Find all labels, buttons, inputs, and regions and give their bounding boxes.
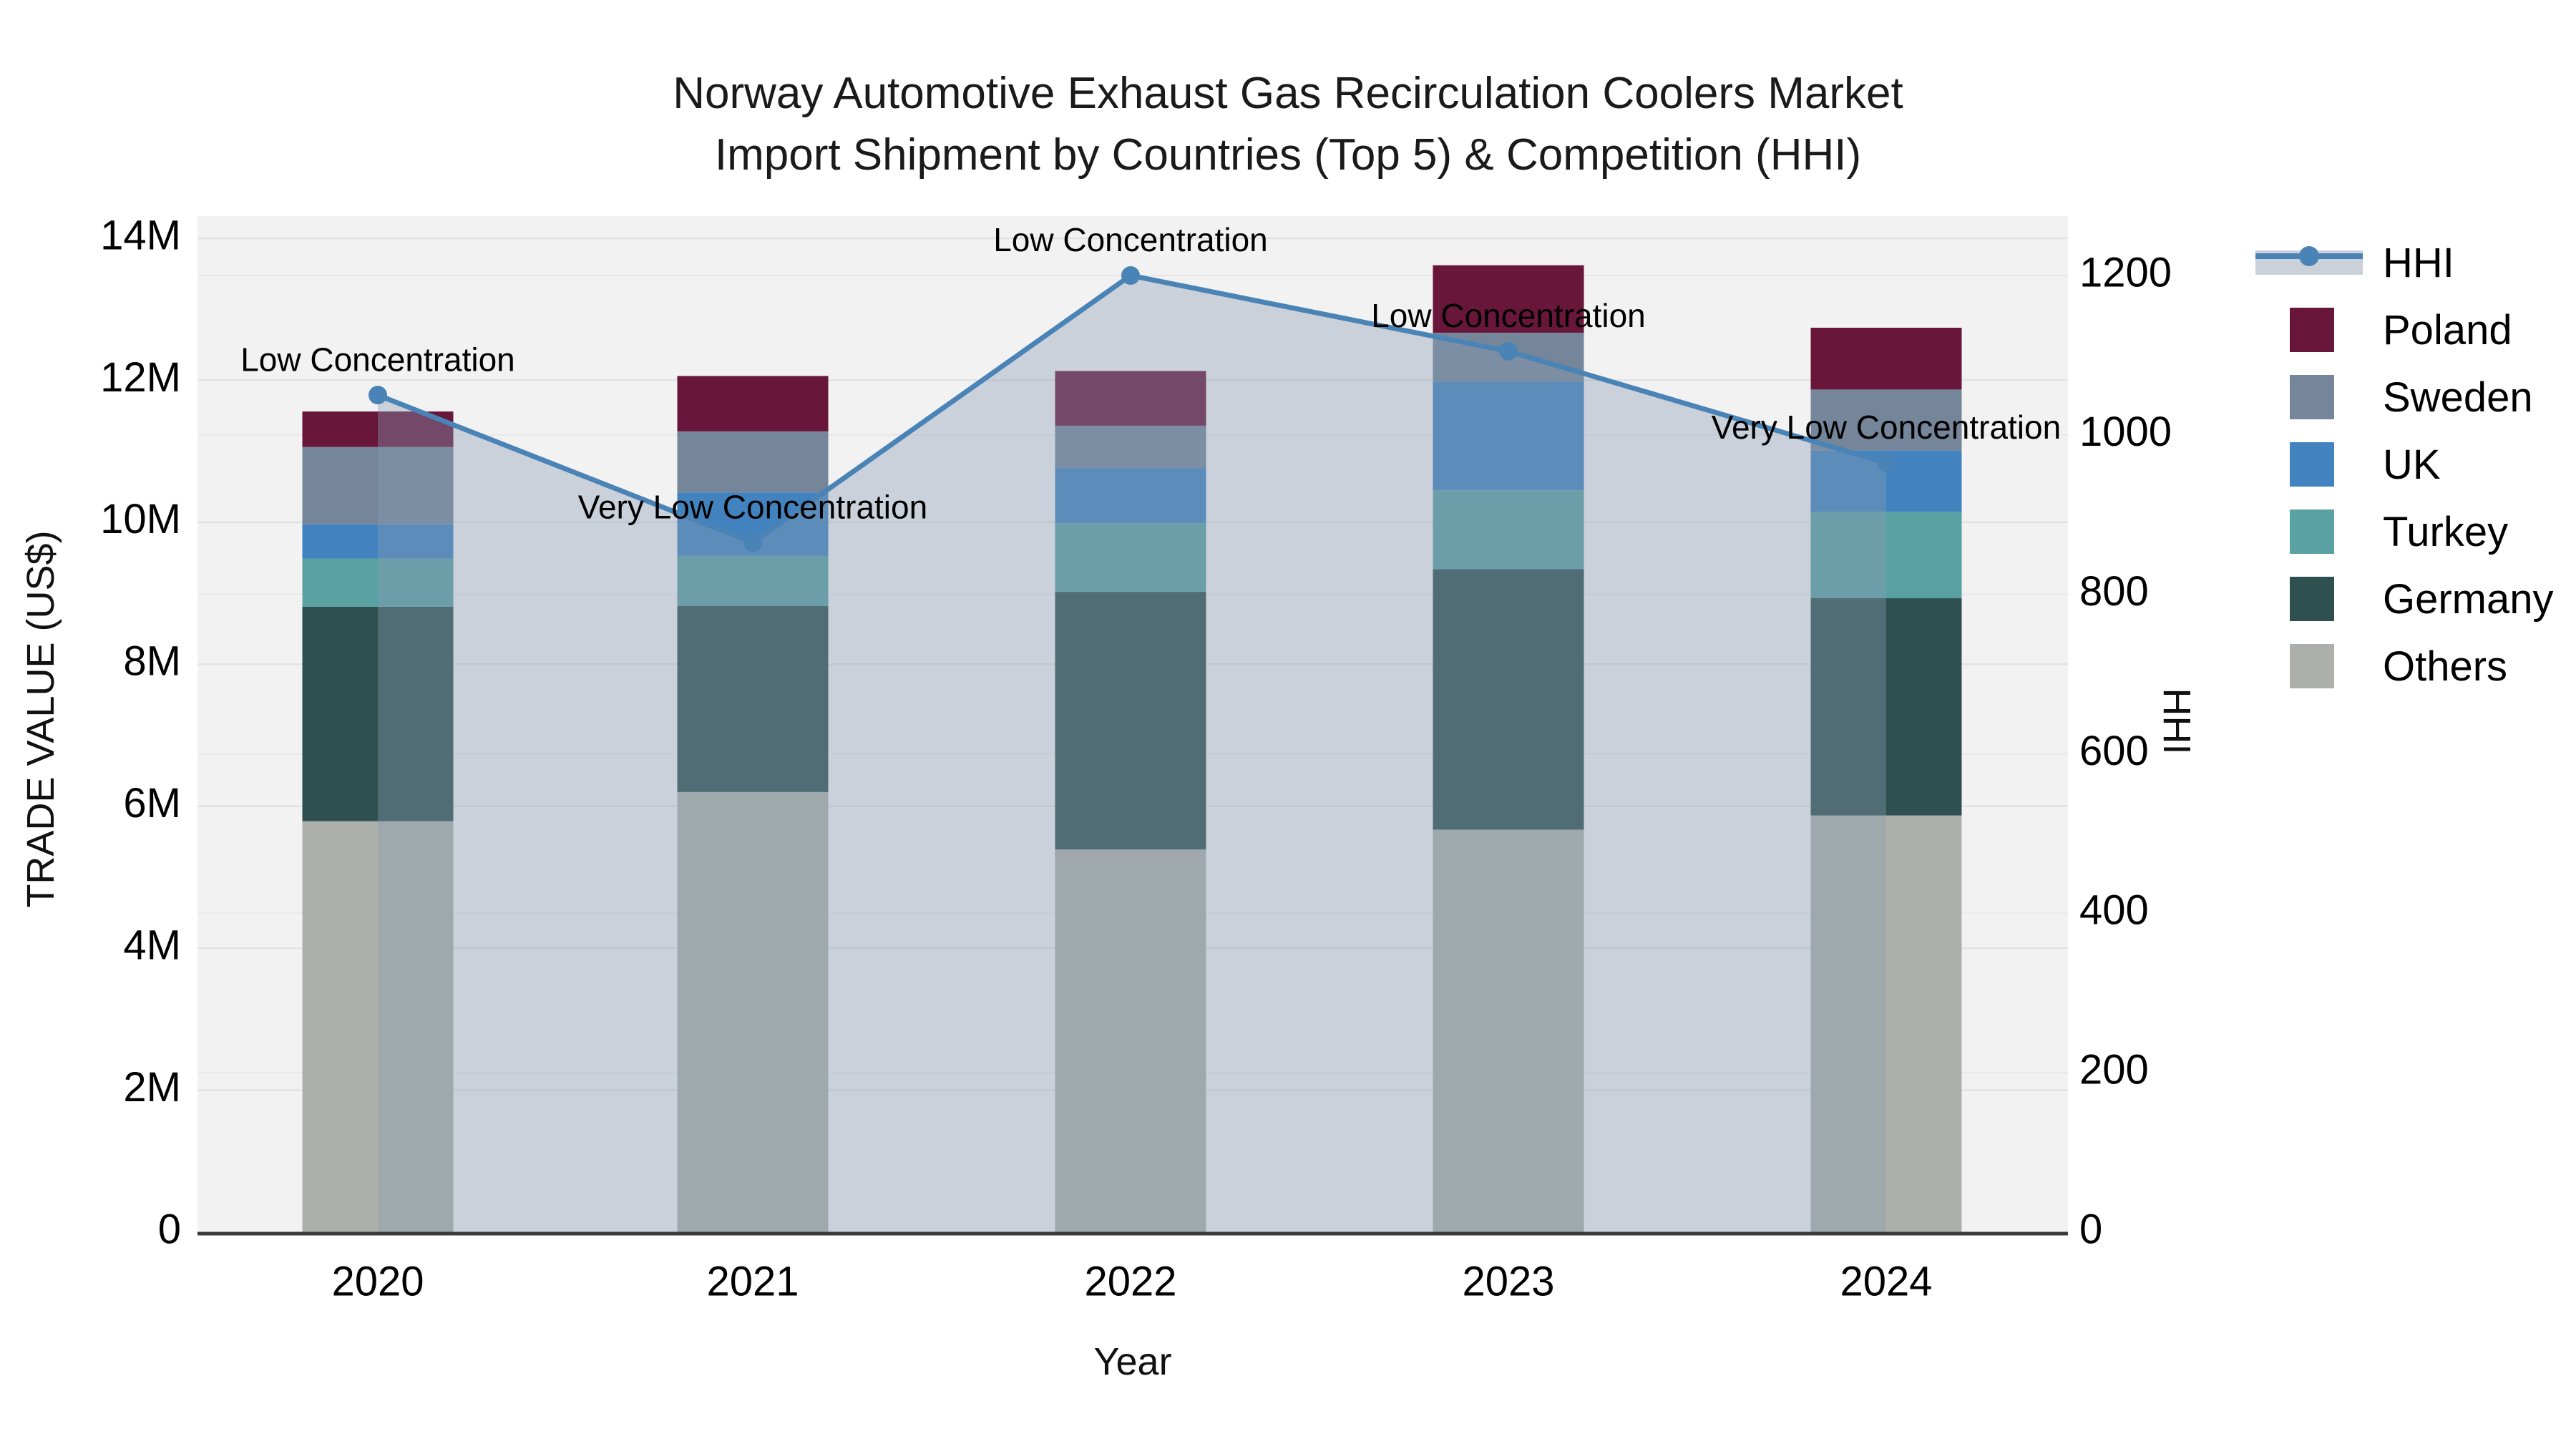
y-left-tick-10M: 10M xyxy=(100,496,181,542)
y-right-tick-400: 400 xyxy=(2079,887,2149,934)
bar-segment-2023-uk[interactable] xyxy=(1433,381,1584,491)
chart-title-line1: Norway Automotive Exhaust Gas Recirculat… xyxy=(673,69,1903,118)
annotation-2024: Very Low Concentration xyxy=(1712,409,2061,446)
legend-color-swatch xyxy=(2290,375,2334,419)
legend-label: UK xyxy=(2383,441,2441,488)
bar-segment-2023-germany[interactable] xyxy=(1433,569,1584,830)
legend-item-germany[interactable]: Germany xyxy=(2255,565,2554,633)
legend-swatch-icon xyxy=(2255,442,2363,487)
y-left-tick-8M: 8M xyxy=(123,638,181,685)
bar-segment-2020-sweden[interactable] xyxy=(302,447,454,525)
bar-segment-2022-sweden[interactable] xyxy=(1055,425,1206,469)
annotation-2021: Very Low Concentration xyxy=(578,488,927,525)
x-tick-2022: 2022 xyxy=(1084,1258,1176,1304)
bar-segment-2022-germany[interactable] xyxy=(1055,592,1206,850)
chart-title-line2: Import Shipment by Countries (Top 5) & C… xyxy=(714,130,1862,180)
legend-label: HHI xyxy=(2383,239,2454,286)
y-left-tick-0: 0 xyxy=(158,1206,181,1252)
bar-segment-2020-turkey[interactable] xyxy=(302,558,454,607)
legend-label: Sweden xyxy=(2383,374,2533,421)
bar-segment-2024-germany[interactable] xyxy=(1810,598,1962,816)
x-tick-2020: 2020 xyxy=(331,1258,424,1304)
y-left-tick-6M: 6M xyxy=(123,780,181,826)
bar-segment-2020-others[interactable] xyxy=(302,821,454,1232)
legend-item-sweden[interactable]: Sweden xyxy=(2255,364,2554,431)
bar-segment-2024-others[interactable] xyxy=(1810,815,1962,1232)
x-tick-2021: 2021 xyxy=(706,1258,799,1304)
y-right-tick-1200: 1200 xyxy=(2079,249,2172,296)
legend-label: Others xyxy=(2383,643,2508,690)
legend-swatch-icon xyxy=(2255,577,2363,621)
bar-segment-2023-turkey[interactable] xyxy=(1433,490,1584,570)
y-right-tick-0: 0 xyxy=(2079,1206,2102,1252)
chart-title: Norway Automotive Exhaust Gas Recirculat… xyxy=(0,63,2576,186)
bar-segment-2021-sweden[interactable] xyxy=(677,431,829,493)
annotation-2022: Low Concentration xyxy=(993,221,1268,258)
hhi-marker-2022[interactable] xyxy=(1121,266,1140,285)
hhi-marker-2023[interactable] xyxy=(1499,341,1518,361)
bar-segment-2023-poland[interactable] xyxy=(1433,265,1584,333)
legend-item-poland[interactable]: Poland xyxy=(2255,296,2554,364)
legend-swatch-icon xyxy=(2255,375,2363,419)
legend-swatch-icon xyxy=(2255,509,2363,554)
hhi-marker-2024[interactable] xyxy=(1877,453,1896,472)
y-right-tick-600: 600 xyxy=(2079,728,2149,774)
legend-item-hhi[interactable]: HHI xyxy=(2255,229,2554,296)
y-left-tick-14M: 14M xyxy=(100,212,181,258)
y-left-tick-12M: 12M xyxy=(100,354,181,401)
bar-segment-2022-poland[interactable] xyxy=(1055,371,1206,426)
legend: HHI Poland Sweden UK Turkey Germany Others xyxy=(2255,229,2554,700)
bar-segment-2024-turkey[interactable] xyxy=(1810,511,1962,599)
bar-segment-2024-poland[interactable] xyxy=(1810,328,1962,390)
legend-label: Germany xyxy=(2383,575,2554,623)
legend-color-swatch xyxy=(2290,577,2334,621)
bar-segment-2021-poland[interactable] xyxy=(677,376,829,431)
bar-segment-2020-germany[interactable] xyxy=(302,606,454,821)
y-right-tick-200: 200 xyxy=(2079,1046,2149,1093)
legend-swatch-icon xyxy=(2255,308,2363,352)
legend-color-swatch xyxy=(2290,442,2334,487)
legend-swatch-icon xyxy=(2255,644,2363,688)
legend-line-sample-icon xyxy=(2255,240,2363,285)
legend-color-swatch xyxy=(2290,644,2334,688)
y-left-tick-2M: 2M xyxy=(123,1064,181,1111)
x-tick-2023: 2023 xyxy=(1462,1258,1554,1304)
legend-color-swatch xyxy=(2290,509,2334,554)
legend-item-others[interactable]: Others xyxy=(2255,633,2554,700)
bar-segment-2021-turkey[interactable] xyxy=(677,555,829,606)
y-left-tick-4M: 4M xyxy=(123,922,181,968)
hhi-marker-2021[interactable] xyxy=(743,533,762,552)
bar-segment-2023-others[interactable] xyxy=(1433,829,1584,1232)
legend-item-uk[interactable]: UK xyxy=(2255,431,2554,498)
y-right-tick-800: 800 xyxy=(2079,568,2149,615)
bar-segment-2024-sweden[interactable] xyxy=(1810,389,1962,451)
hhi-area-fill xyxy=(378,275,1886,1232)
y-left-axis-title: TRADE VALUE (US$) xyxy=(19,530,62,908)
hhi-marker-2020[interactable] xyxy=(369,386,387,405)
bar-segment-2022-turkey[interactable] xyxy=(1055,522,1206,592)
bar-segment-2022-others[interactable] xyxy=(1055,849,1206,1232)
annotation-2023: Low Concentration xyxy=(1371,297,1646,334)
legend-item-turkey[interactable]: Turkey xyxy=(2255,498,2554,565)
legend-hhi-marker-dot xyxy=(2299,246,2319,266)
bar-segment-2021-others[interactable] xyxy=(677,791,829,1232)
x-tick-2024: 2024 xyxy=(1840,1258,1932,1304)
y-right-axis-title: HHI xyxy=(2155,688,2198,755)
x-axis-title: Year xyxy=(1093,1340,1172,1383)
bar-segment-2020-uk[interactable] xyxy=(302,524,454,559)
y-right-tick-1000: 1000 xyxy=(2079,409,2172,455)
legend-color-swatch xyxy=(2290,308,2334,352)
bar-segment-2021-germany[interactable] xyxy=(677,605,829,792)
bar-segment-2022-uk[interactable] xyxy=(1055,468,1206,523)
legend-label: Turkey xyxy=(2383,508,2509,555)
annotation-2020: Low Concentration xyxy=(240,341,515,378)
legend-label: Poland xyxy=(2383,306,2512,353)
